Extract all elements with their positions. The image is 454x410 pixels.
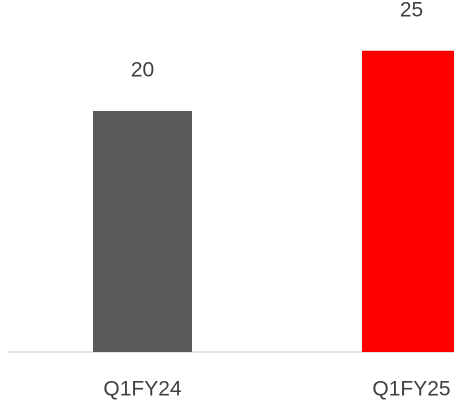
x-tick-label: Q1FY24 bbox=[103, 378, 182, 401]
data-label: 25 bbox=[400, 0, 423, 21]
x-tick-label: Q1FY25 bbox=[372, 378, 450, 401]
bar bbox=[362, 50, 454, 352]
bar bbox=[93, 111, 192, 352]
data-label: 20 bbox=[131, 59, 154, 82]
